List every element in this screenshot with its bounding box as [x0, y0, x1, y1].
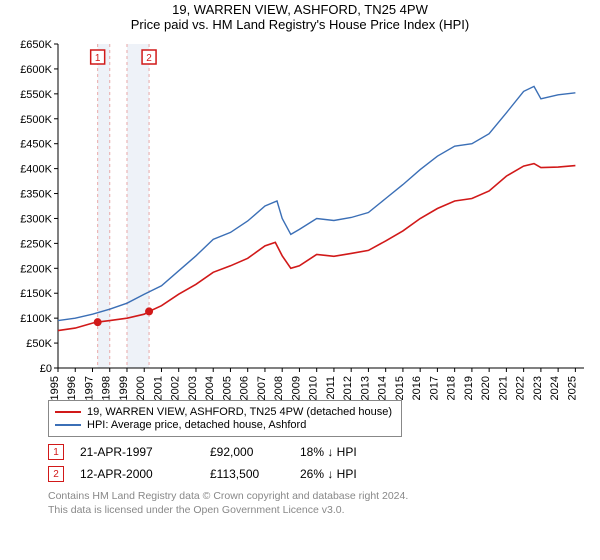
sale-dot: [94, 318, 102, 326]
svg-text:2007: 2007: [256, 376, 268, 400]
sale-price: £92,000: [210, 445, 300, 459]
sale-marker: 1: [48, 444, 64, 460]
legend-label: 19, WARREN VIEW, ASHFORD, TN25 4PW (deta…: [87, 406, 392, 418]
svg-text:2002: 2002: [170, 376, 182, 400]
svg-text:2021: 2021: [497, 376, 509, 400]
svg-text:1997: 1997: [83, 376, 95, 400]
sale-diff: 26% ↓ HPI: [300, 467, 400, 481]
svg-text:2010: 2010: [308, 376, 320, 400]
svg-text:1996: 1996: [66, 376, 78, 400]
svg-text:2011: 2011: [325, 376, 337, 400]
svg-text:2009: 2009: [290, 376, 302, 400]
legend: 19, WARREN VIEW, ASHFORD, TN25 4PW (deta…: [48, 400, 402, 437]
attribution-line: This data is licensed under the Open Gov…: [48, 504, 408, 518]
svg-text:1998: 1998: [101, 376, 113, 400]
chart-area: £0 £50K £100K £150K £200K £250K £300K £350K £400…: [10, 36, 590, 416]
svg-text:£450K: £450K: [20, 139, 52, 151]
svg-text:£650K: £650K: [20, 39, 52, 51]
svg-text:2000: 2000: [135, 376, 147, 400]
svg-text:£550K: £550K: [20, 89, 52, 101]
svg-text:2: 2: [146, 53, 152, 64]
svg-text:2003: 2003: [187, 376, 199, 400]
svg-text:£0: £0: [40, 363, 52, 375]
svg-text:£200K: £200K: [20, 263, 52, 275]
svg-text:£50K: £50K: [26, 338, 52, 350]
svg-text:2024: 2024: [549, 376, 561, 400]
svg-text:2006: 2006: [239, 376, 251, 400]
svg-text:2017: 2017: [428, 376, 440, 400]
svg-text:2004: 2004: [204, 376, 216, 400]
line-chart: £0 £50K £100K £150K £200K £250K £300K £350K £400…: [10, 36, 590, 416]
svg-text:2015: 2015: [394, 376, 406, 400]
svg-text:1: 1: [95, 53, 101, 64]
sale-dot: [145, 307, 153, 315]
svg-text:2020: 2020: [480, 376, 492, 400]
svg-text:£600K: £600K: [20, 64, 52, 76]
page-subtitle: Price paid vs. HM Land Registry's House …: [0, 17, 600, 36]
attribution-line: Contains HM Land Registry data © Crown c…: [48, 490, 408, 504]
svg-text:2008: 2008: [273, 376, 285, 400]
svg-text:2023: 2023: [532, 376, 544, 400]
legend-label: HPI: Average price, detached house, Ashf…: [87, 419, 306, 431]
svg-text:2018: 2018: [446, 376, 458, 400]
svg-text:2005: 2005: [221, 376, 233, 400]
svg-text:£400K: £400K: [20, 164, 52, 176]
svg-text:2001: 2001: [152, 376, 164, 400]
sale-date: 21-APR-1997: [80, 445, 210, 459]
legend-swatch: [55, 424, 81, 426]
svg-text:2014: 2014: [377, 376, 389, 400]
svg-text:£500K: £500K: [20, 114, 52, 126]
sale-row: 2 12-APR-2000£113,50026% ↓ HPI: [48, 466, 400, 482]
legend-item: 19, WARREN VIEW, ASHFORD, TN25 4PW (deta…: [55, 406, 395, 418]
sale-row: 1 21-APR-1997£92,00018% ↓ HPI: [48, 444, 400, 460]
svg-text:£300K: £300K: [20, 213, 52, 225]
svg-text:£100K: £100K: [20, 313, 52, 325]
svg-text:£350K: £350K: [20, 189, 52, 201]
svg-text:£250K: £250K: [20, 238, 52, 250]
legend-item: HPI: Average price, detached house, Ashf…: [55, 419, 395, 431]
svg-text:1999: 1999: [118, 376, 130, 400]
sale-marker: 2: [48, 466, 64, 482]
svg-text:£150K: £150K: [20, 288, 52, 300]
svg-text:2012: 2012: [342, 376, 354, 400]
page-title: 19, WARREN VIEW, ASHFORD, TN25 4PW: [0, 0, 600, 17]
legend-swatch: [55, 411, 81, 413]
sale-date: 12-APR-2000: [80, 467, 210, 481]
svg-text:2016: 2016: [411, 376, 423, 400]
svg-text:2022: 2022: [515, 376, 527, 400]
svg-text:2013: 2013: [359, 376, 371, 400]
sale-diff: 18% ↓ HPI: [300, 445, 400, 459]
attribution: Contains HM Land Registry data © Crown c…: [48, 490, 408, 517]
svg-text:1995: 1995: [49, 376, 61, 400]
sale-price: £113,500: [210, 467, 300, 481]
svg-text:2019: 2019: [463, 376, 475, 400]
svg-text:2025: 2025: [566, 376, 578, 400]
